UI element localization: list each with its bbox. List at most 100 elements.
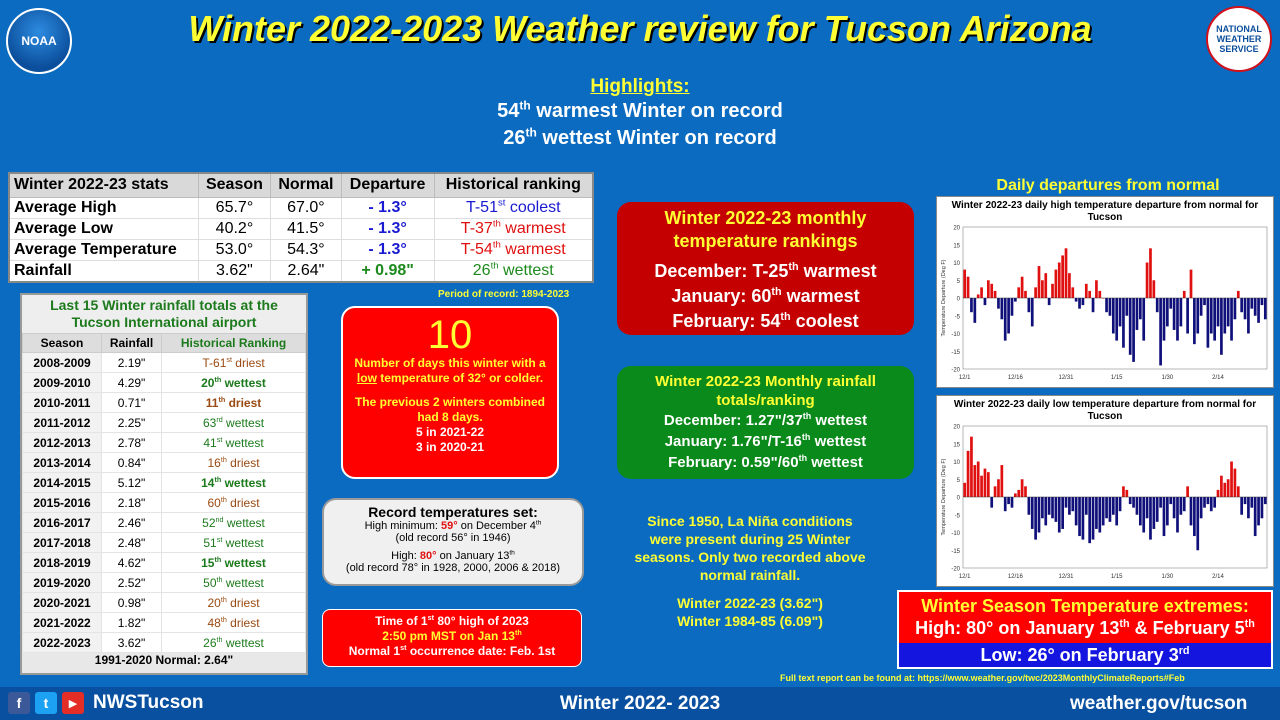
departure-bar	[1051, 497, 1054, 519]
departure-bar	[1017, 287, 1021, 298]
rainfall-season: 2012-2013	[21, 432, 103, 453]
rainfall-amount: 2.52"	[101, 572, 163, 593]
departure-bar	[963, 482, 967, 497]
departure-bar	[1138, 298, 1142, 320]
record-high: High: 80° on January 13th	[324, 550, 582, 562]
rr-post: wettest	[222, 415, 265, 430]
rainfall-rank: 11th driest	[161, 392, 306, 413]
rainfall-row: 2019-2020 2.52" 50th wettest	[21, 572, 306, 593]
f80-l3-post: occurrence date: Feb. 1st	[406, 644, 556, 658]
departure-bar	[1057, 497, 1061, 533]
rank-pre: T-54	[460, 240, 493, 258]
departure-bar	[1095, 280, 1098, 298]
departure-bar	[1135, 497, 1139, 515]
rr-sup: th	[220, 614, 227, 624]
rank-sup: st	[497, 197, 506, 209]
highlight-wettest: 26th wettest Winter on record	[440, 125, 840, 152]
departure-bar	[1118, 298, 1122, 327]
report-link[interactable]: Full text report can be found at: https:…	[780, 673, 1185, 683]
rainfall-amount: 2.18"	[101, 492, 163, 513]
twitter-icon[interactable]: t	[35, 692, 57, 714]
departure-bar	[1213, 298, 1216, 341]
mr-pre: January: 1.76"/T-16	[664, 433, 802, 450]
website-link[interactable]: weather.gov/tucson	[1070, 693, 1248, 714]
y-tick-label: 20	[953, 425, 960, 431]
rr-post: driest	[226, 495, 260, 510]
departure-bar	[1169, 298, 1173, 309]
departure-bar	[1257, 298, 1260, 323]
rainfall-amount: 2.19"	[101, 352, 163, 373]
departure-bar	[1007, 298, 1010, 334]
rr-pre: 14	[201, 475, 215, 490]
departure-bar	[1220, 475, 1223, 497]
y-tick-label: 15	[953, 243, 960, 249]
departure-bar	[1068, 497, 1071, 515]
x-tick-label: 12/16	[1008, 375, 1024, 381]
departure-bar	[1105, 497, 1108, 519]
departure-bar	[1196, 497, 1200, 551]
stats-label: Average High	[8, 196, 199, 219]
departure-bar	[1216, 298, 1220, 327]
youtube-icon[interactable]: ▶	[62, 692, 84, 714]
rainfall-table: Last 15 Winter rainfall totals at the Tu…	[20, 293, 308, 675]
departure-bar	[1101, 497, 1105, 526]
departure-bar	[1240, 497, 1244, 515]
rr-sup: th	[220, 594, 227, 604]
facebook-icon[interactable]: f	[8, 692, 30, 714]
departure-bar	[986, 280, 990, 298]
rainfall-rank: 52nd wettest	[161, 512, 306, 533]
departure-bar	[1122, 486, 1125, 497]
rr-pre: 48	[207, 615, 221, 630]
rainfall-row: 2022-2023 3.62" 26th wettest	[21, 632, 306, 653]
departure-bar	[1118, 497, 1122, 512]
departure-bar	[1084, 283, 1088, 298]
rainfall-rank: 48th driest	[161, 612, 306, 633]
rr-post: wettest	[221, 475, 266, 490]
departure-bar	[997, 298, 1000, 309]
la-nina-w1: Winter 2022-23 (3.62")	[677, 595, 823, 611]
rainfall-row: 2014-2015 5.12" 14th wettest	[21, 472, 306, 493]
departure-bar	[1044, 497, 1048, 526]
highlights: Highlights: 54th warmest Winter on recor…	[440, 76, 840, 152]
departure-bar	[963, 269, 967, 298]
departure-bar	[1037, 497, 1041, 533]
rainfall-row: 2018-2019 4.62" 15th wettest	[21, 552, 306, 573]
rec-hm-sup: th	[535, 519, 542, 527]
rec-h-sup: th	[509, 549, 515, 557]
rainfall-amount: 5.12"	[101, 472, 163, 493]
rr-post: driest	[226, 615, 260, 630]
departure-bar	[1203, 298, 1206, 306]
departure-bar	[1172, 497, 1176, 519]
departure-bar	[1240, 298, 1244, 313]
departure-bar	[1047, 298, 1051, 306]
departure-bar	[1182, 290, 1186, 298]
departure-bar	[1047, 497, 1051, 515]
f80-l1-pre: Time of 1	[375, 614, 428, 628]
rec-hm-post: on December 4	[457, 520, 536, 532]
rainfall-amount: 2.48"	[101, 532, 163, 553]
ext-hi-sup2: th	[1244, 618, 1255, 630]
rainfall-rank: 16th driest	[161, 452, 306, 473]
rainfall-row: 2013-2014 0.84" 16th driest	[21, 452, 306, 473]
cold-days-desc: Number of days this winter with a low te…	[343, 356, 557, 386]
first80-l1: Time of 1st 80° high of 2023	[323, 614, 581, 629]
departure-bar	[1263, 298, 1267, 320]
mt-post: warmest	[781, 286, 860, 306]
rr-pre: 11	[205, 395, 219, 410]
departure-bar	[1220, 298, 1223, 355]
rr-pre: 51	[203, 535, 217, 550]
rank-pre: 26	[472, 261, 491, 279]
cold-days-box: 10 Number of days this winter with a low…	[341, 306, 559, 479]
extremes-high: High: 80° on January 13th & February 5th	[899, 617, 1271, 639]
departure-bar	[1176, 497, 1179, 533]
rec-hm-val: 59°	[441, 520, 458, 532]
stats-label: Rainfall	[8, 259, 199, 282]
rr-sup: th	[216, 574, 223, 584]
departure-bar	[1003, 298, 1007, 341]
mt-sup: th	[788, 261, 799, 273]
departure-bar	[1260, 298, 1264, 306]
monthly-rain-feb: February: 0.59"/60th wettest	[617, 452, 914, 473]
stats-row-avg-temp: Average Temperature 53.0° 54.3° - 1.3° T…	[8, 238, 594, 261]
temperature-extremes: Winter Season Temperature extremes: High…	[897, 590, 1273, 669]
departure-bar	[1132, 497, 1135, 508]
